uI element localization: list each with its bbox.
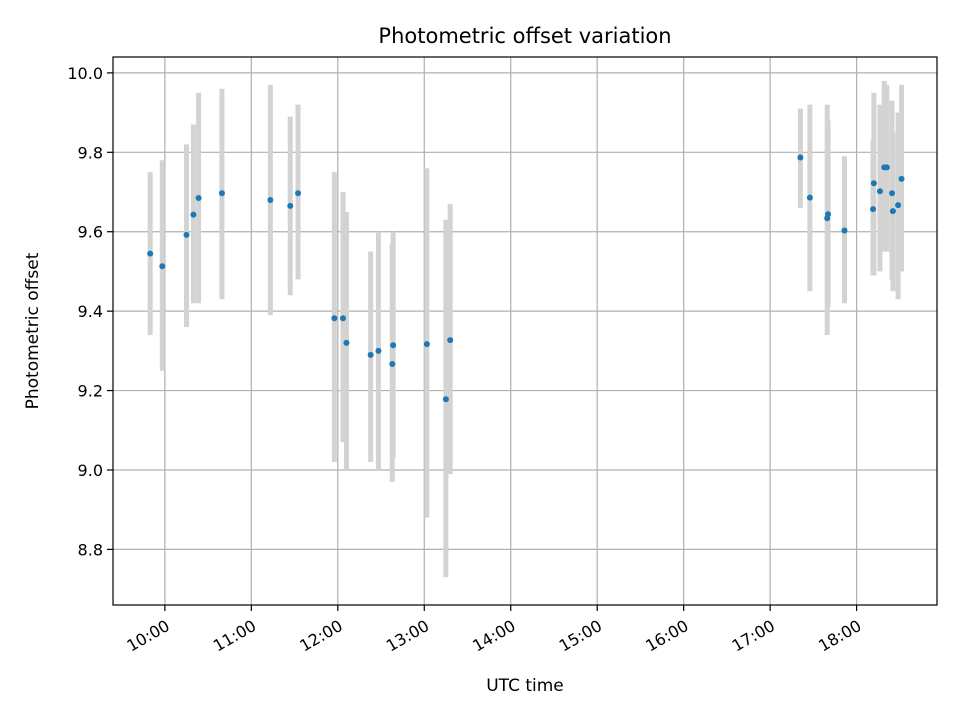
data-point xyxy=(367,351,374,358)
data-points xyxy=(147,154,905,403)
data-point xyxy=(841,227,848,234)
data-point xyxy=(147,250,154,257)
data-point xyxy=(447,337,454,344)
data-point xyxy=(295,190,302,197)
y-tick-label: 10.0 xyxy=(67,64,103,83)
y-tick-label: 9.4 xyxy=(78,302,103,321)
chart-title: Photometric offset variation xyxy=(378,24,671,48)
y-tick-label: 8.8 xyxy=(78,540,103,559)
data-point xyxy=(423,341,430,348)
data-point xyxy=(195,194,202,201)
data-point xyxy=(876,188,883,195)
data-point xyxy=(889,208,896,215)
y-tick-label: 9.0 xyxy=(78,461,103,480)
data-point xyxy=(870,206,877,213)
data-point xyxy=(389,360,396,367)
y-tick-label: 9.6 xyxy=(78,223,103,242)
data-point xyxy=(806,194,813,201)
plot-area xyxy=(113,57,937,605)
data-point xyxy=(343,339,350,346)
y-axis-label: Photometric offset xyxy=(23,252,43,409)
y-axis-ticks: 8.8 9.0 9.2 9.4 9.6 9.8 10.0 xyxy=(67,64,113,559)
data-point xyxy=(218,190,225,197)
data-point xyxy=(895,202,902,209)
data-point xyxy=(442,396,449,403)
data-point xyxy=(390,342,397,349)
data-point xyxy=(797,154,804,161)
plot-frame xyxy=(112,56,938,606)
gridlines xyxy=(113,57,937,605)
data-point xyxy=(883,164,890,171)
data-point xyxy=(825,211,832,218)
y-tick-label: 9.8 xyxy=(78,143,103,162)
data-point xyxy=(898,175,905,182)
data-point xyxy=(375,347,382,354)
data-point xyxy=(190,211,197,218)
data-point xyxy=(339,315,346,322)
data-point xyxy=(159,263,166,270)
data-point xyxy=(870,180,877,187)
data-point xyxy=(889,190,896,197)
data-point xyxy=(331,315,338,322)
y-tick-label: 9.2 xyxy=(78,382,103,401)
data-point xyxy=(267,196,274,203)
x-axis-label: UTC time xyxy=(486,676,564,696)
data-point xyxy=(183,231,190,238)
data-point xyxy=(287,202,294,209)
